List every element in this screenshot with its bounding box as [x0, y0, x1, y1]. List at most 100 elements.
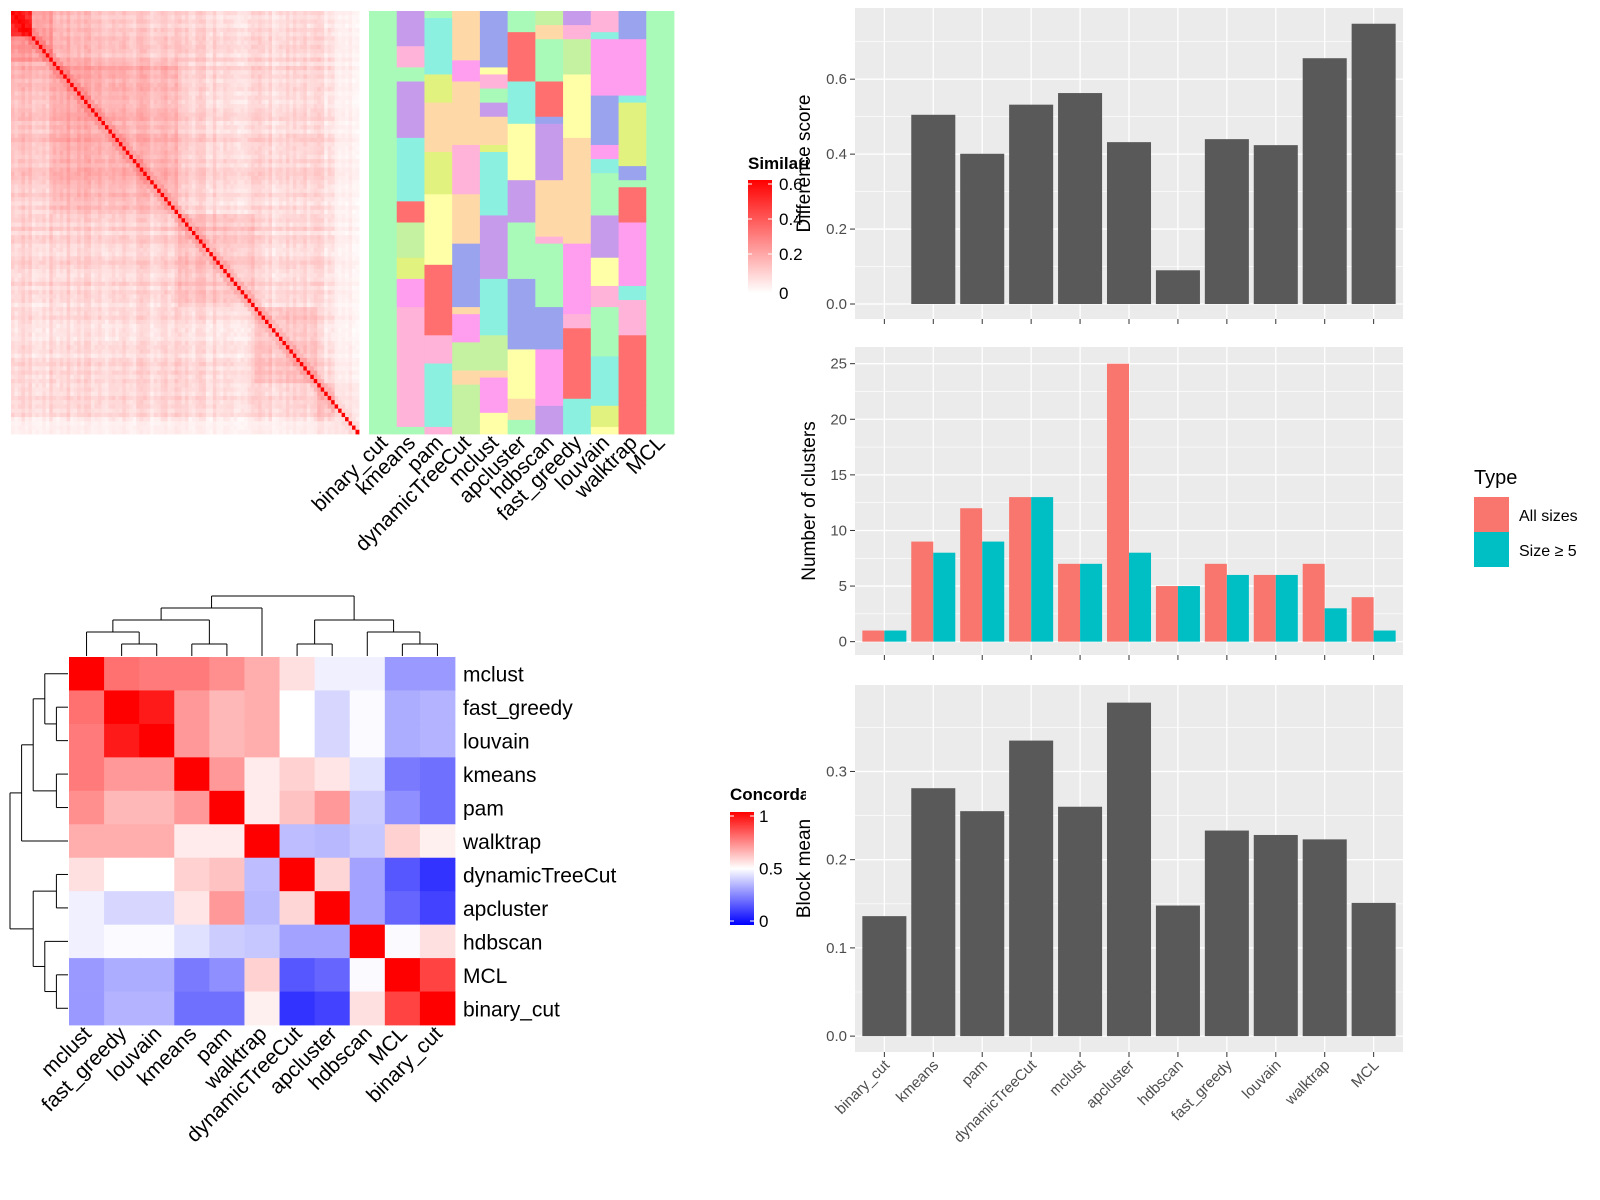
similarity-cell: [160, 104, 165, 109]
similarity-cell: [125, 57, 130, 63]
similarity-cell: [226, 192, 231, 198]
similarity-cell: [230, 104, 235, 109]
similarity-cell: [237, 65, 242, 71]
similarity-cell: [219, 95, 224, 101]
similarity-cell: [324, 150, 329, 156]
similarity-cell: [327, 32, 332, 37]
similarity-cell: [320, 44, 325, 50]
similarity-cell: [251, 61, 255, 67]
similarity-cell: [21, 133, 26, 139]
similarity-cell: [38, 40, 43, 46]
similarity-cell: [11, 180, 15, 185]
similarity-cell: [153, 205, 158, 211]
similarity-cell: [70, 82, 75, 88]
similarity-cell: [244, 15, 249, 20]
similarity-cell: [278, 146, 283, 151]
similarity-cell: [174, 112, 179, 118]
similarity-cell: [80, 129, 85, 135]
similarity-cell: [237, 99, 242, 105]
similarity-cell: [338, 65, 342, 71]
similarity-cell: [52, 53, 57, 58]
similarity-cell: [244, 142, 249, 147]
similarity-cell: [226, 87, 231, 92]
similarity-cell: [98, 95, 102, 101]
similarity-cell: [313, 23, 318, 29]
similarity-cell: [268, 11, 273, 16]
similarity-cell: [125, 19, 130, 25]
similarity-cell: [198, 74, 203, 80]
similarity-cell: [122, 11, 127, 16]
similarity-cell: [160, 99, 165, 105]
similarity-cell: [275, 175, 280, 181]
similarity-cell: [282, 11, 287, 16]
similarity-cell: [198, 146, 203, 151]
similarity-cell: [125, 40, 130, 46]
similarity-cell: [143, 57, 148, 63]
similarity-cell: [77, 192, 81, 198]
similarity-cell: [132, 137, 137, 143]
similarity-cell: [341, 74, 346, 80]
similarity-cell: [94, 150, 99, 156]
similarity-cell: [265, 61, 269, 67]
similarity-cell: [178, 53, 182, 58]
similarity-cell: [150, 197, 155, 202]
similarity-cell: [341, 201, 346, 206]
similarity-cell: [348, 142, 353, 147]
similarity-cell: [355, 82, 360, 88]
similarity-cell: [77, 116, 81, 122]
similarity-cell: [178, 125, 182, 130]
similarity-cell: [87, 159, 92, 164]
similarity-cell: [52, 99, 57, 105]
similarity-cell: [70, 180, 75, 185]
similarity-cell: [272, 32, 276, 37]
similarity-cell: [164, 209, 168, 215]
similarity-cell: [341, 146, 346, 151]
similarity-cell: [136, 201, 141, 206]
similarity-cell: [111, 214, 116, 219]
similarity-cell: [244, 180, 249, 185]
similarity-cell: [237, 154, 242, 160]
similarity-cell: [272, 36, 276, 42]
similarity-cell: [320, 70, 325, 75]
similarity-cell: [56, 184, 61, 190]
similarity-cell: [104, 82, 109, 88]
similarity-cell: [240, 188, 245, 194]
similarity-cell: [31, 137, 36, 143]
similarity-cell: [174, 99, 179, 105]
similarity-cell: [191, 70, 196, 75]
similarity-cell: [233, 108, 238, 113]
similarity-cell: [188, 175, 193, 181]
similarity-cell: [191, 175, 196, 181]
similarity-cell: [98, 150, 102, 156]
similarity-cell: [320, 154, 325, 160]
similarity-cell: [115, 218, 120, 223]
similarity-cell: [38, 11, 43, 16]
similarity-cell: [247, 205, 252, 211]
similarity-cell: [157, 99, 162, 105]
similarity-cell: [164, 36, 168, 42]
similarity-cell: [278, 82, 283, 88]
similarity-cell: [261, 15, 266, 20]
similarity-cell: [237, 23, 242, 29]
similarity-cell: [115, 53, 120, 58]
similarity-cell: [153, 209, 158, 215]
similarity-cell: [202, 192, 207, 198]
similarity-cell: [282, 188, 287, 194]
similarity-cell: [195, 36, 200, 42]
similarity-cell: [272, 175, 276, 181]
similarity-cell: [70, 184, 75, 190]
similarity-cell: [91, 133, 95, 139]
similarity-cell: [73, 70, 78, 75]
similarity-cell: [209, 65, 214, 71]
similarity-cell: [261, 40, 266, 46]
similarity-cell: [150, 116, 155, 122]
similarity-cell: [289, 53, 294, 58]
similarity-cell: [331, 184, 336, 190]
similarity-cell: [164, 95, 168, 101]
similarity-cell: [73, 95, 78, 101]
similarity-cell: [24, 65, 29, 71]
similarity-cell: [244, 11, 249, 16]
similarity-cell: [313, 180, 318, 185]
similarity-cell: [38, 154, 43, 160]
similarity-cell: [94, 44, 99, 50]
